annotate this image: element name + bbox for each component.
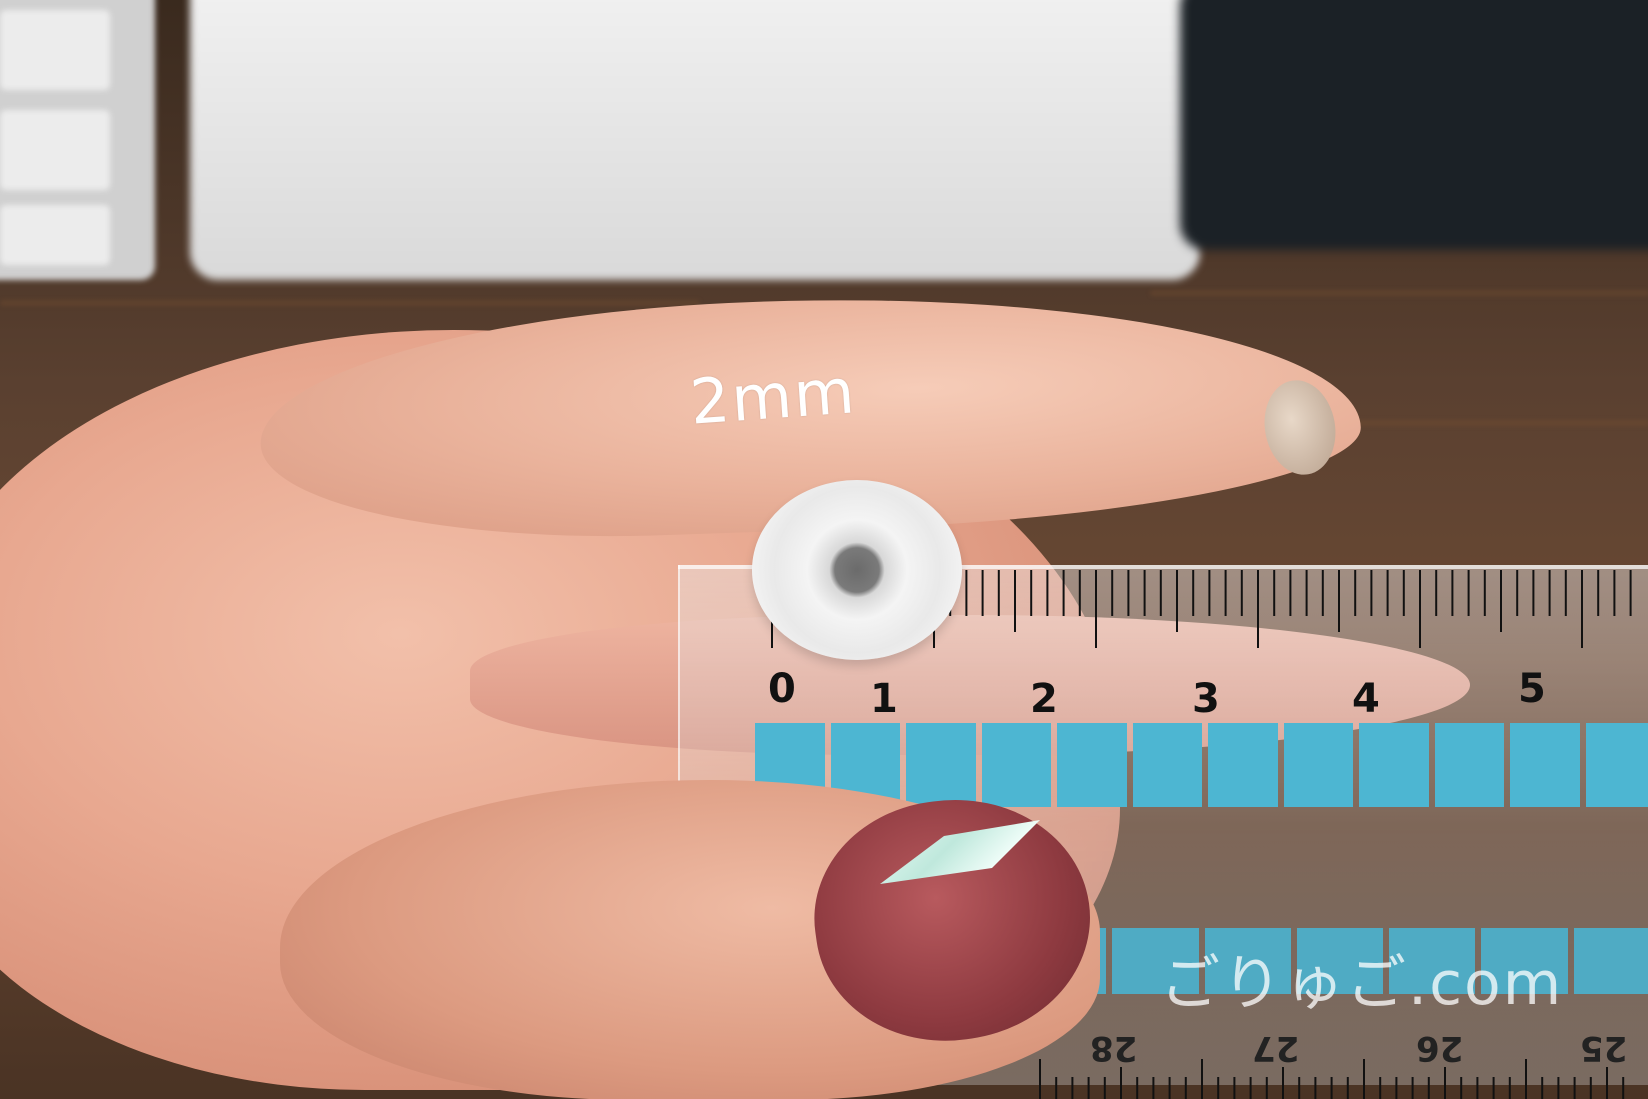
ruler-number-5: 5 <box>1518 666 1546 712</box>
wood-grain <box>1150 290 1648 296</box>
wood-grain <box>0 300 700 306</box>
ruler-number-4: 4 <box>1352 676 1380 722</box>
keyboard-right <box>1180 0 1648 250</box>
trackpad <box>190 0 1200 280</box>
ruler-number-0: 0 <box>768 666 796 712</box>
keyboard-left <box>0 0 155 280</box>
ruler-number-1: 1 <box>870 676 898 722</box>
overlay-label: 2mm <box>687 354 859 439</box>
ruler-number-2: 2 <box>1030 676 1058 722</box>
wood-grain <box>1250 420 1648 426</box>
watermark: ごりゅご.com <box>1160 949 1564 1019</box>
ruler-number-27: 27 <box>1252 1028 1300 1068</box>
ruler-number-3: 3 <box>1192 676 1220 722</box>
ruler-blue-scale <box>755 723 1648 807</box>
ruler-number-25: 25 <box>1580 1028 1628 1068</box>
ruler-number-26: 26 <box>1416 1028 1464 1068</box>
ruler-number-28: 28 <box>1090 1028 1138 1068</box>
ruler-edge <box>678 565 1648 569</box>
white-ring-grommet <box>752 480 962 660</box>
